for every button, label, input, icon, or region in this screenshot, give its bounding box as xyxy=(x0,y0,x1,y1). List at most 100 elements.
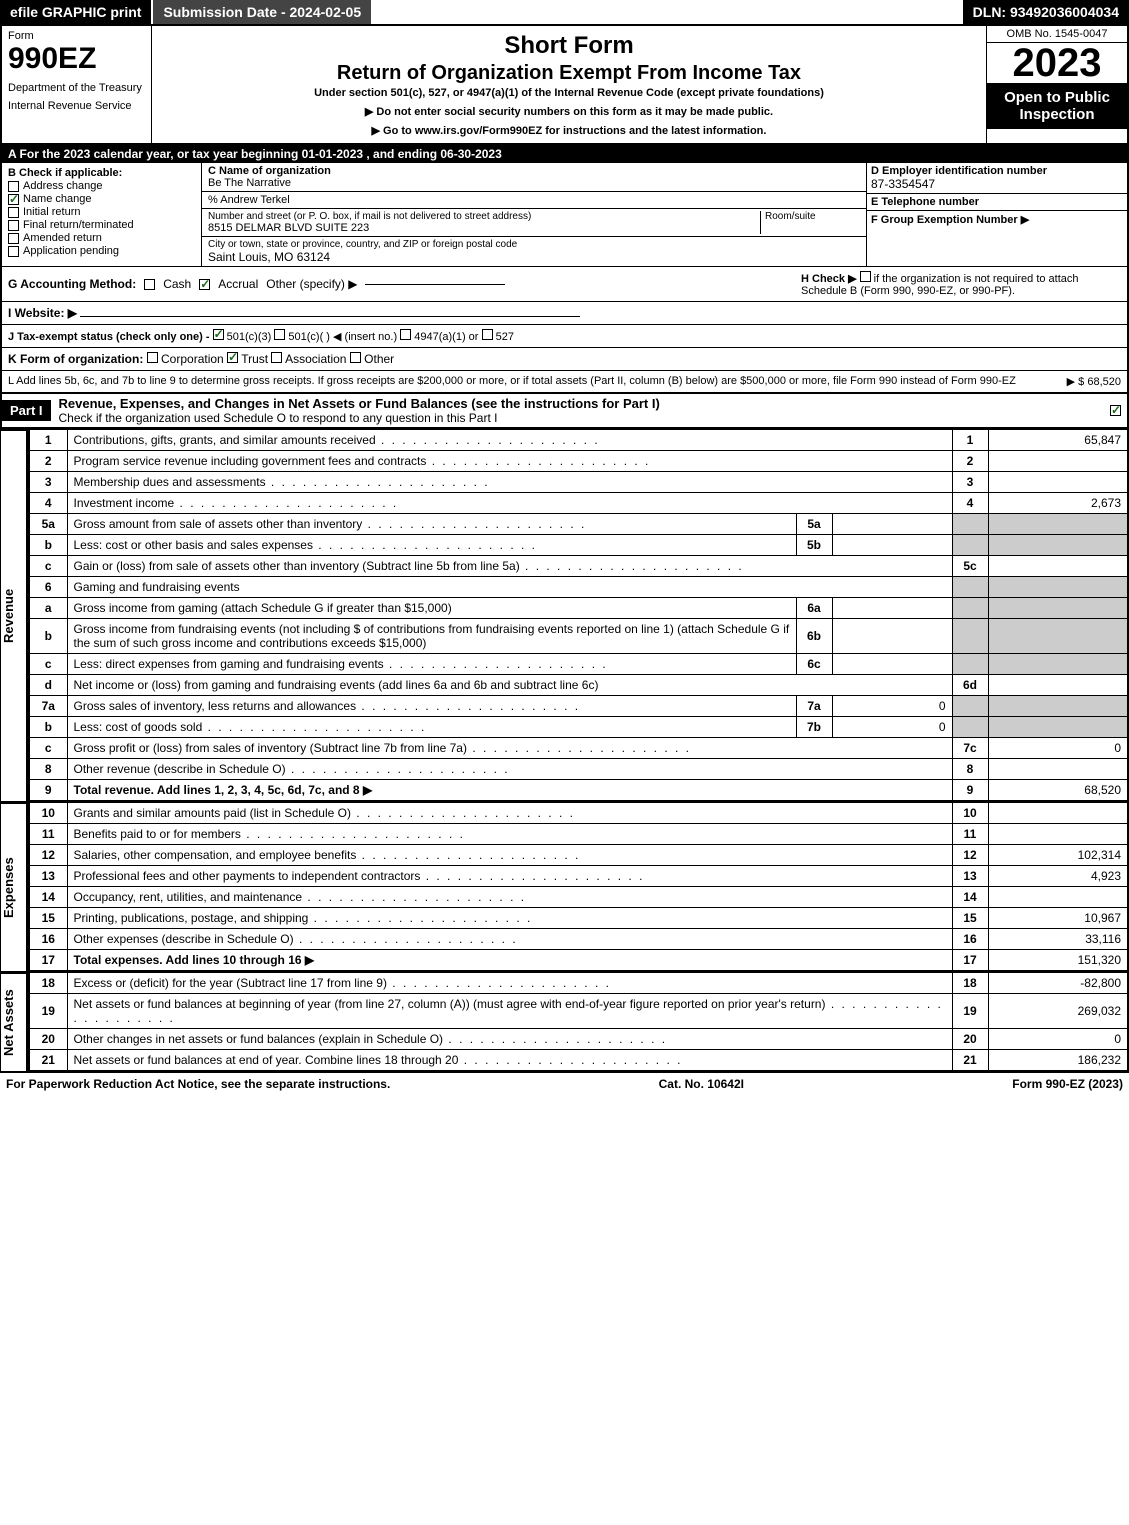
line12-val: 102,314 xyxy=(988,845,1128,866)
org-name: Be The Narrative xyxy=(208,177,860,189)
line6-num: 6 xyxy=(29,577,67,598)
chk-4947[interactable] xyxy=(400,329,411,340)
line6b-sn: 6b xyxy=(796,619,832,654)
lbl-initial-return: Initial return xyxy=(23,206,80,218)
line-8: 8Other revenue (describe in Schedule O)8 xyxy=(29,759,1128,780)
line-5b: bLess: cost or other basis and sales exp… xyxy=(29,535,1128,556)
form-id-cell: Form 990EZ Department of the Treasury In… xyxy=(2,26,152,143)
line2-rn: 2 xyxy=(952,451,988,472)
goto-link[interactable]: ▶ Go to www.irs.gov/Form990EZ for instru… xyxy=(162,124,976,137)
line14-desc: Occupancy, rent, utilities, and maintena… xyxy=(67,887,952,908)
chk-name-change[interactable] xyxy=(8,194,19,205)
chk-501c3[interactable] xyxy=(213,329,224,340)
expenses-block: Expenses 10Grants and similar amounts pa… xyxy=(0,802,1129,972)
efile-print-button[interactable]: efile GRAPHIC print xyxy=(0,0,153,24)
line5b-sn: 5b xyxy=(796,535,832,556)
l-text: L Add lines 5b, 6c, and 7b to line 9 to … xyxy=(8,375,1067,388)
year-cell: OMB No. 1545-0047 2023 Open to Public In… xyxy=(987,26,1127,143)
lbl-501c: 501(c)( ) ◀ (insert no.) xyxy=(288,331,397,343)
line-1: 1Contributions, gifts, grants, and simil… xyxy=(29,430,1128,451)
website-input[interactable] xyxy=(80,316,580,317)
part1-badge: Part I xyxy=(2,400,51,421)
line6b-num: b xyxy=(29,619,67,654)
line6d-val xyxy=(988,675,1128,696)
line5b-sv xyxy=(832,535,952,556)
lbl-trust: Trust xyxy=(241,352,268,366)
chk-application-pending[interactable] xyxy=(8,246,19,257)
line5a-sn: 5a xyxy=(796,514,832,535)
line17-rn: 17 xyxy=(952,950,988,972)
line8-num: 8 xyxy=(29,759,67,780)
chk-association[interactable] xyxy=(271,352,282,363)
line3-desc: Membership dues and assessments xyxy=(67,472,952,493)
chk-501c[interactable] xyxy=(274,329,285,340)
tax-exempt-row: J Tax-exempt status (check only one) - 5… xyxy=(2,324,1127,347)
lbl-other-org: Other xyxy=(364,352,394,366)
line5a-desc: Gross amount from sale of assets other t… xyxy=(67,514,796,535)
chk-amended-return[interactable] xyxy=(8,233,19,244)
city-state-zip: Saint Louis, MO 63124 xyxy=(208,250,860,264)
line-3: 3Membership dues and assessments3 xyxy=(29,472,1128,493)
chk-final-return[interactable] xyxy=(8,220,19,231)
line6c-sv xyxy=(832,654,952,675)
line6b-grey2 xyxy=(988,619,1128,654)
chk-trust[interactable] xyxy=(227,352,238,363)
chk-accrual[interactable] xyxy=(199,279,210,290)
line-7c: cGross profit or (loss) from sales of in… xyxy=(29,738,1128,759)
lbl-association: Association xyxy=(285,352,346,366)
spacer xyxy=(371,0,963,24)
line12-desc: Salaries, other compensation, and employ… xyxy=(67,845,952,866)
line16-rn: 16 xyxy=(952,929,988,950)
line6b-desc: Gross income from fundraising events (no… xyxy=(67,619,796,654)
chk-initial-return[interactable] xyxy=(8,207,19,218)
line-11: 11Benefits paid to or for members11 xyxy=(29,824,1128,845)
expenses-table: 10Grants and similar amounts paid (list … xyxy=(28,802,1129,972)
line6d-rn: 6d xyxy=(952,675,988,696)
line1-desc: Contributions, gifts, grants, and simila… xyxy=(67,430,952,451)
chk-cash[interactable] xyxy=(144,279,155,290)
org-form-row: K Form of organization: Corporation Trus… xyxy=(2,347,1127,370)
line5b-grey1 xyxy=(952,535,988,556)
line5a-grey2 xyxy=(988,514,1128,535)
line-2: 2Program service revenue including gover… xyxy=(29,451,1128,472)
line3-num: 3 xyxy=(29,472,67,493)
line-17: 17Total expenses. Add lines 10 through 1… xyxy=(29,950,1128,972)
chk-527[interactable] xyxy=(482,329,493,340)
line1-num: 1 xyxy=(29,430,67,451)
line7c-desc: Gross profit or (loss) from sales of inv… xyxy=(67,738,952,759)
chk-corporation[interactable] xyxy=(147,352,158,363)
line-6d: dNet income or (loss) from gaming and fu… xyxy=(29,675,1128,696)
line12-rn: 12 xyxy=(952,845,988,866)
line7b-sv: 0 xyxy=(832,717,952,738)
line-6b: bGross income from fundraising events (n… xyxy=(29,619,1128,654)
section-b: B Check if applicable: Address change Na… xyxy=(2,163,202,266)
lbl-address-change: Address change xyxy=(23,180,103,192)
e-label: E Telephone number xyxy=(871,196,1123,208)
dept-treasury: Department of the Treasury xyxy=(8,82,145,94)
chk-address-change[interactable] xyxy=(8,181,19,192)
line20-rn: 20 xyxy=(952,1029,988,1050)
footer-right: Form 990-EZ (2023) xyxy=(1012,1077,1123,1091)
line10-desc: Grants and similar amounts paid (list in… xyxy=(67,803,952,824)
chk-other-org[interactable] xyxy=(350,352,361,363)
line-6c: cLess: direct expenses from gaming and f… xyxy=(29,654,1128,675)
chk-schedule-b[interactable] xyxy=(860,271,871,282)
line16-num: 16 xyxy=(29,929,67,950)
line7c-val: 0 xyxy=(988,738,1128,759)
line15-desc: Printing, publications, postage, and shi… xyxy=(67,908,952,929)
street-address: 8515 DELMAR BLVD SUITE 223 xyxy=(208,222,760,234)
line6-grey2 xyxy=(988,577,1128,598)
i-label: I Website: ▶ xyxy=(8,306,77,320)
part1-check-text: Check if the organization used Schedule … xyxy=(59,411,498,425)
line11-desc: Benefits paid to or for members xyxy=(67,824,952,845)
line18-num: 18 xyxy=(29,973,67,994)
line-6: 6Gaming and fundraising events xyxy=(29,577,1128,598)
chk-schedule-o[interactable] xyxy=(1110,405,1121,416)
line6c-num: c xyxy=(29,654,67,675)
line7c-num: c xyxy=(29,738,67,759)
other-method-input[interactable] xyxy=(365,284,505,285)
line-4: 4Investment income42,673 xyxy=(29,493,1128,514)
tax-year: 2023 xyxy=(987,43,1127,83)
top-bar: efile GRAPHIC print Submission Date - 20… xyxy=(0,0,1129,26)
line15-num: 15 xyxy=(29,908,67,929)
